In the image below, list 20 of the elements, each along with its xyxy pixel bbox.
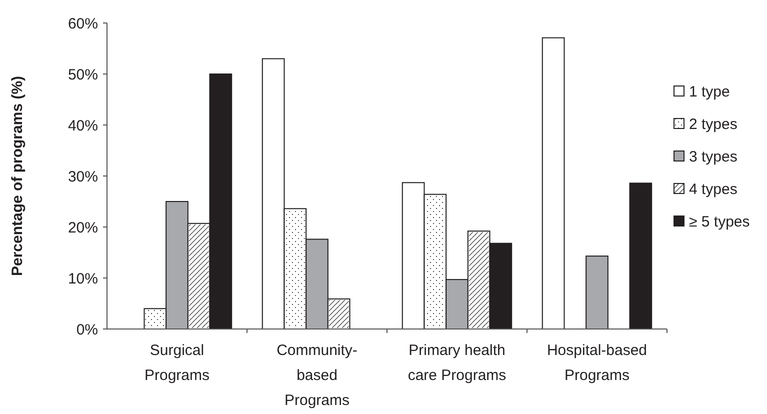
y-tick-label: 40%	[68, 117, 98, 134]
legend-label: 2 types	[689, 116, 738, 133]
y-axis-title: Percentage of programs (%)	[9, 76, 26, 276]
y-tick-label: 20%	[68, 219, 98, 236]
bar	[542, 37, 565, 330]
x-tick-label: Hospital-based Programs	[546, 342, 648, 384]
x-tick-label: Surgical Programs	[144, 342, 210, 384]
y-tick-label: 10%	[68, 270, 98, 288]
bar	[586, 256, 608, 330]
x-tick-label: Primary health care Programs	[408, 342, 506, 384]
y-tick-label: 30%	[68, 168, 98, 186]
y-tick-label: 60%	[68, 15, 98, 32]
legend-label: 3 types	[689, 148, 738, 166]
y-tick-label: 0%	[76, 321, 98, 338]
legend-label: ≥ 5 types	[689, 213, 750, 230]
y-tick-label: 50%	[68, 66, 98, 84]
legend-label: 4 types	[689, 180, 738, 198]
legend-label: 1 type	[689, 83, 730, 100]
x-tick-label: Community-based Programs	[276, 342, 358, 409]
bar	[629, 182, 652, 330]
